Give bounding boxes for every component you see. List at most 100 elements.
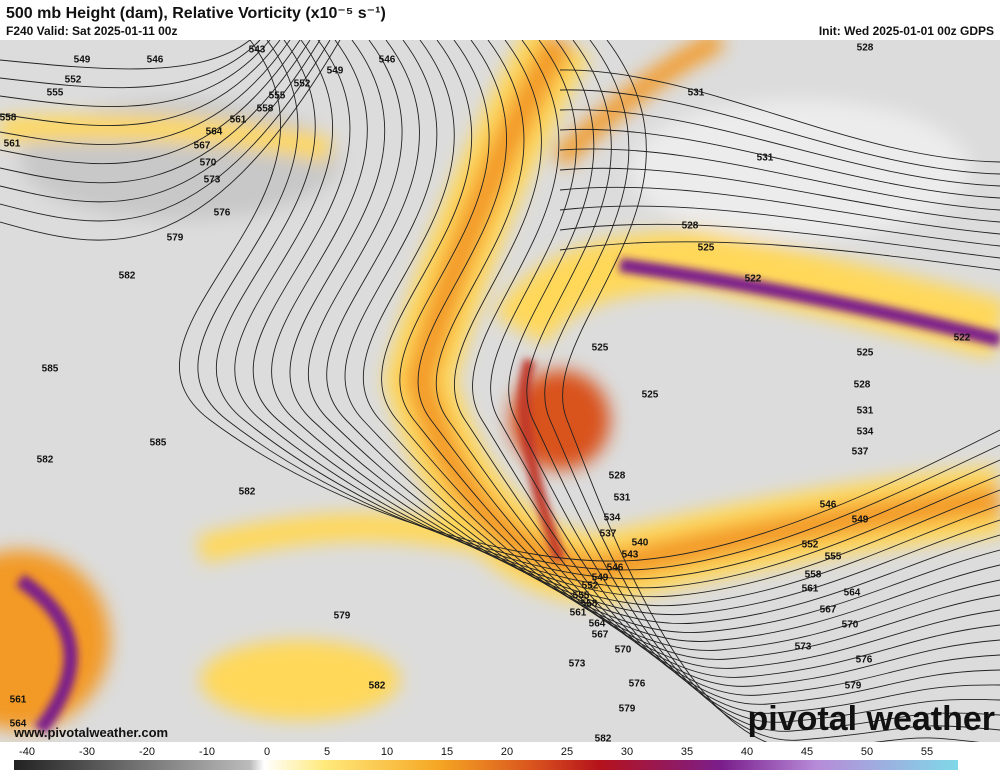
- contour-line: [490, 39, 1000, 714]
- contour-line: [559, 186, 1000, 235]
- contour-label: 534: [604, 513, 621, 524]
- contour-label: 579: [845, 681, 862, 692]
- contour-line: [559, 69, 1000, 163]
- contour-label: 549: [74, 55, 91, 66]
- colorbar-tick-label: 40: [741, 746, 753, 758]
- contour-label: 573: [795, 642, 812, 653]
- contour-label: 522: [745, 274, 762, 285]
- colorbar-tick-label: 45: [801, 746, 813, 758]
- contour-line: [559, 128, 1000, 199]
- colorbar-tick-label: 20: [501, 746, 513, 758]
- colorbar-tick-label: 55: [921, 746, 933, 758]
- contour-line: [179, 39, 1000, 562]
- contour-label: 573: [204, 175, 221, 186]
- contour-label: 576: [629, 679, 646, 690]
- contour-label: 540: [632, 538, 649, 549]
- contour-line: [559, 148, 1000, 211]
- contour-line: [344, 39, 1000, 642]
- contour-line: [559, 241, 1000, 271]
- contour-label: 528: [854, 380, 871, 391]
- contour-line: [0, 39, 251, 70]
- contour-label: 525: [698, 243, 715, 254]
- contour-label: 531: [614, 493, 631, 504]
- contour-label: 561: [230, 115, 247, 126]
- colorbar-tick-label: -40: [19, 746, 35, 758]
- contour-label: 561: [10, 695, 27, 706]
- contour-label: 570: [842, 620, 859, 631]
- vorticity-field: [0, 22, 1000, 730]
- contour-line: [453, 39, 1000, 696]
- contour-label: 549: [327, 66, 344, 77]
- contour-label: 555: [269, 91, 286, 102]
- brand-logo: pivotal weather: [747, 700, 995, 738]
- contour-line: [362, 39, 1000, 651]
- contour-label: 582: [37, 455, 54, 466]
- contour-line: [399, 39, 1000, 669]
- contour-label: 585: [150, 438, 167, 449]
- contour-label: 549: [852, 515, 869, 526]
- contour-label: 558: [805, 570, 822, 581]
- contour-label: 570: [200, 158, 217, 169]
- contour-label: 573: [569, 659, 586, 670]
- contour-label: 522: [954, 333, 971, 344]
- contour-label: 564: [10, 719, 27, 730]
- title: 500 mb Height (dam), Relative Vorticity …: [6, 5, 386, 22]
- contour-label: 582: [595, 734, 612, 745]
- contour-line: [0, 39, 271, 108]
- contour-label: 537: [600, 529, 617, 540]
- contour-line: [0, 39, 281, 127]
- contour-label: 585: [42, 364, 59, 375]
- contour-label: 582: [239, 487, 256, 498]
- contour-line: [559, 223, 1000, 259]
- contour-label: 567: [592, 630, 609, 641]
- contour-line: [559, 109, 1000, 187]
- contour-line: [417, 39, 1000, 678]
- colorbar-tick-label: 0: [264, 746, 270, 758]
- contour-label: 525: [857, 348, 874, 359]
- contour-label: 558: [257, 104, 274, 115]
- colorbar-tick-label: 25: [561, 746, 573, 758]
- contour-line: [216, 39, 1000, 580]
- contour-label: 567: [820, 605, 837, 616]
- contour-line: [559, 167, 1000, 223]
- contour-label: 546: [607, 563, 624, 574]
- contour-label: 567: [194, 141, 211, 152]
- colorbar-tick-label: 35: [681, 746, 693, 758]
- contour-label: 531: [757, 153, 774, 164]
- contour-line: [0, 39, 311, 184]
- contour-line: [0, 39, 301, 165]
- contour-label: 552: [294, 79, 311, 90]
- colorbar-tick-label: 30: [621, 746, 633, 758]
- contour-line: [435, 39, 1000, 687]
- contour-line: [0, 39, 291, 146]
- contour-line: [0, 39, 321, 203]
- contour-label: 531: [857, 406, 874, 417]
- contour-line: [289, 39, 1000, 616]
- contour-label: 579: [334, 611, 351, 622]
- contour-label: 579: [167, 233, 184, 244]
- contour-label: 528: [857, 43, 874, 54]
- contour-label: 561: [802, 584, 819, 595]
- valid-time: F240 Valid: Sat 2025-01-11 00z: [6, 24, 177, 38]
- contour-label: 579: [619, 704, 636, 715]
- contour-label: 564: [844, 588, 861, 599]
- contour-line: [526, 39, 1000, 732]
- contour-label: 552: [65, 75, 82, 86]
- contour-label: 555: [47, 88, 64, 99]
- contour-label: 531: [688, 88, 705, 99]
- contour-label: 561: [570, 608, 587, 619]
- contour-label: 537: [852, 447, 869, 458]
- contour-label: 576: [214, 208, 231, 219]
- contour-label: 582: [119, 271, 136, 282]
- contour-label: 543: [622, 550, 639, 561]
- contour-label: 552: [802, 540, 819, 551]
- colorbar-tick-label: 5: [324, 746, 330, 758]
- contour-line: [307, 39, 1000, 625]
- colorbar-ticks: -40 -30 -20 -10 0 5 10 15 20 25 30 35 40 45 50 55: [19, 746, 933, 758]
- contour-line: [508, 39, 1000, 723]
- colorbar-tick-label: 50: [861, 746, 873, 758]
- colorbar-tick-label: 10: [381, 746, 393, 758]
